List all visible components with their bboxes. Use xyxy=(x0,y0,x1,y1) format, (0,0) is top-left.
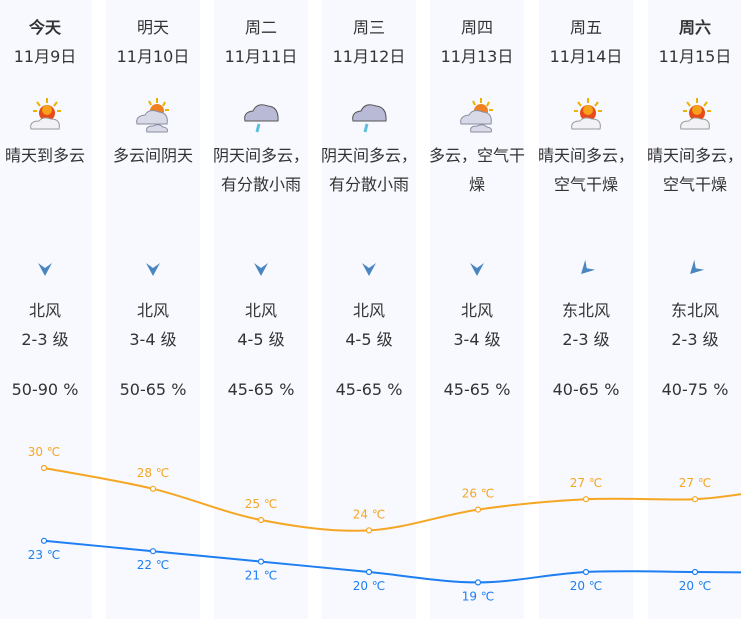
wind-arrow-north-icon xyxy=(359,259,379,279)
high-temp-point xyxy=(149,485,157,492)
low-temp-label: 23 ℃ xyxy=(28,548,61,562)
high-temp-point xyxy=(257,516,265,524)
low-temp-line xyxy=(43,539,741,584)
low-temp-point xyxy=(691,568,699,576)
high-temp-point xyxy=(474,506,482,513)
low-temp-label: 20 ℃ xyxy=(353,579,386,593)
high-temp-point xyxy=(691,496,699,503)
day-name: 周四 xyxy=(460,18,493,37)
day-column: 周二 11月11日 阴天间多云，有分散小雨 北风 4-5 级 45-65 % xyxy=(213,0,309,619)
wind-level: 3-4 级 xyxy=(129,330,177,349)
wind-level: 3-4 级 xyxy=(453,330,501,349)
day-date: 11月11日 xyxy=(224,47,298,66)
low-temp-point xyxy=(365,568,373,576)
low-temp-label: 22 ℃ xyxy=(137,558,170,572)
cloudy-sun-icon xyxy=(457,96,497,134)
day-date: 11月13日 xyxy=(440,47,514,66)
day-column: 周五 11月14日 晴天间多云，空气干燥 东北风 2-3 级 40-65 % xyxy=(538,0,634,619)
wind-arrow-north-icon xyxy=(35,259,55,279)
wind-direction: 北风 xyxy=(352,301,385,320)
wind-level: 4-5 级 xyxy=(237,330,285,349)
high-temp-label: 27 ℃ xyxy=(570,476,603,490)
weather-description: 晴天间多云，空气干燥 xyxy=(646,146,741,194)
humidity: 45-65 % xyxy=(443,380,511,399)
wind-direction: 东北风 xyxy=(670,301,719,320)
high-temp-label: 24 ℃ xyxy=(353,507,386,521)
low-temp-label: 20 ℃ xyxy=(679,579,712,593)
low-temp-point xyxy=(149,548,157,555)
humidity: 40-65 % xyxy=(552,380,620,399)
sunny-to-cloudy-icon xyxy=(675,96,715,134)
day-column: 周六 11月15日 晴天间多云，空气干燥 东北风 2-3 级 40-75 % xyxy=(647,0,741,619)
day-column: 周三 11月12日 阴天间多云，有分散小雨 北风 4-5 级 45-65 % xyxy=(321,0,417,619)
low-temp-point xyxy=(582,568,590,576)
wind-direction: 北风 xyxy=(244,301,277,320)
sunny-to-cloudy-icon xyxy=(25,96,65,134)
wind-arrow-north-icon xyxy=(467,259,487,279)
weather-description: 多云间阴天 xyxy=(112,146,193,165)
low-temp-label: 20 ℃ xyxy=(570,579,603,593)
wind-level: 4-5 级 xyxy=(345,330,393,349)
wind-direction: 北风 xyxy=(460,301,493,320)
humidity: 45-65 % xyxy=(335,380,403,399)
day-date: 11月12日 xyxy=(332,47,406,66)
weather-description: 多云，空气干燥 xyxy=(428,146,525,194)
rain-cloud-icon xyxy=(241,96,281,134)
wind-level: 2-3 级 xyxy=(671,330,719,349)
high-temp-label: 30 ℃ xyxy=(28,445,61,459)
high-temp-label: 26 ℃ xyxy=(462,487,495,501)
day-name: 周五 xyxy=(569,18,602,37)
wind-arrow-north-icon xyxy=(143,259,163,279)
wind-level: 2-3 级 xyxy=(562,330,610,349)
wind-direction: 北风 xyxy=(28,301,61,320)
humidity: 45-65 % xyxy=(227,380,295,399)
high-temp-label: 28 ℃ xyxy=(137,466,170,480)
high-temp-label: 25 ℃ xyxy=(245,497,278,511)
day-name: 周二 xyxy=(244,18,277,37)
day-name: 周六 xyxy=(678,18,711,37)
low-temp-label: 19 ℃ xyxy=(462,589,495,603)
day-column: 今天 11月9日 晴天到多云 北风 2-3 级 50-90 % xyxy=(0,0,92,619)
low-temp-point xyxy=(40,537,48,544)
wind-direction: 东北风 xyxy=(561,301,610,320)
high-temp-point xyxy=(365,527,373,534)
day-name: 今天 xyxy=(28,18,61,37)
high-temp-label: 27 ℃ xyxy=(679,476,712,490)
day-date: 11月10日 xyxy=(116,47,190,66)
wind-arrow-northeast-icon xyxy=(681,255,709,283)
day-date: 11月15日 xyxy=(658,47,732,66)
low-temp-point xyxy=(257,558,265,565)
day-name: 明天 xyxy=(136,18,169,37)
wind-direction: 北风 xyxy=(136,301,169,320)
humidity: 40-75 % xyxy=(661,380,729,399)
day-date: 11月14日 xyxy=(549,47,623,66)
rain-cloud-icon xyxy=(349,96,389,134)
high-temp-point xyxy=(582,496,590,503)
day-date: 11月9日 xyxy=(13,47,77,66)
high-temp-line xyxy=(43,467,741,532)
low-temp-point xyxy=(474,579,482,586)
weather-description: 晴天间多云，空气干燥 xyxy=(537,146,634,194)
humidity: 50-90 % xyxy=(11,380,79,399)
weather-description: 阴天间多云，有分散小雨 xyxy=(212,146,309,194)
weather-description: 晴天到多云 xyxy=(4,146,85,165)
weather-description: 阴天间多云，有分散小雨 xyxy=(320,146,417,194)
day-name: 周三 xyxy=(352,18,385,37)
high-temp-point xyxy=(40,464,48,472)
sunny-to-cloudy-icon xyxy=(566,96,606,134)
wind-arrow-northeast-icon xyxy=(572,255,600,283)
day-column: 明天 11月10日 多云间阴天 北风 3-4 级 50-65 % xyxy=(106,0,200,619)
low-temp-label: 21 ℃ xyxy=(245,569,278,583)
humidity: 50-65 % xyxy=(119,380,187,399)
cloudy-sun-icon xyxy=(133,96,173,134)
wind-arrow-north-icon xyxy=(251,259,271,279)
wind-level: 2-3 级 xyxy=(21,330,69,349)
